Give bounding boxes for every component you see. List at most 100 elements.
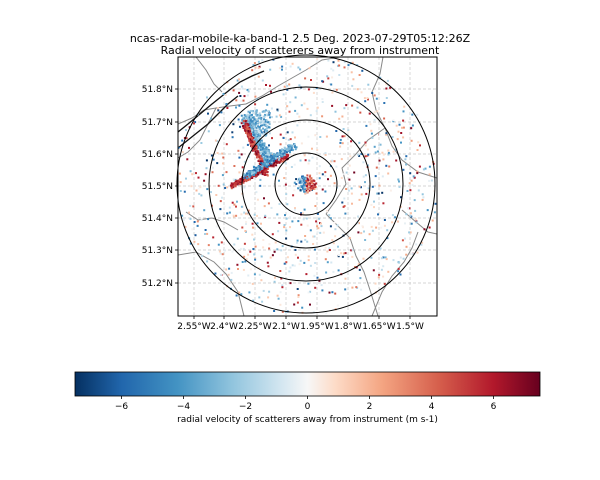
radar-echo xyxy=(279,270,282,272)
radar-echo xyxy=(265,170,268,173)
radar-echo xyxy=(360,91,363,94)
radar-echo xyxy=(348,237,351,240)
radar-echo xyxy=(268,112,271,115)
radar-echo xyxy=(289,226,291,229)
radar-echo xyxy=(373,200,375,203)
radar-echo xyxy=(259,160,262,163)
radar-echo xyxy=(410,222,413,225)
map-ticks xyxy=(175,88,411,319)
radar-echo xyxy=(293,189,296,192)
latitude-labels: 51.8°N 51.7°N 51.6°N 51.5°N 51.4°N 51.3°N 51.2… xyxy=(142,85,173,289)
radar-echo xyxy=(300,212,303,214)
radar-echo xyxy=(274,162,277,165)
radar-echo xyxy=(299,159,302,162)
radar-echo xyxy=(254,95,257,98)
radar-echo xyxy=(258,128,261,131)
radar-echo xyxy=(340,176,343,179)
radar-echo xyxy=(264,214,267,217)
radar-echo xyxy=(306,240,309,243)
radar-echo xyxy=(264,151,267,153)
radar-echo xyxy=(326,261,329,264)
county-border xyxy=(245,57,341,105)
radar-echo xyxy=(194,121,197,124)
county-border xyxy=(185,211,239,231)
radar-echo xyxy=(313,180,316,182)
radar-echo xyxy=(260,158,263,161)
radar-echo xyxy=(259,151,262,154)
radar-echo xyxy=(281,284,284,287)
radar-echo xyxy=(276,213,279,216)
radar-echo xyxy=(260,144,263,147)
radar-echo xyxy=(409,231,412,234)
radar-echo xyxy=(318,177,321,180)
radar-echo xyxy=(252,137,255,139)
radar-echo xyxy=(268,113,271,116)
radar-echo xyxy=(409,189,412,192)
radar-echo xyxy=(314,262,317,264)
radar-echo xyxy=(299,68,302,71)
radar-echo xyxy=(320,86,323,89)
radar-echo xyxy=(406,190,409,192)
radar-echo xyxy=(294,208,296,211)
radar-echo xyxy=(328,83,331,86)
radar-echo xyxy=(205,159,208,162)
radar-echo xyxy=(324,153,327,156)
radar-echo xyxy=(290,145,293,148)
radar-echo xyxy=(364,100,367,103)
radar-echo xyxy=(306,107,309,110)
radar-echo xyxy=(321,80,324,83)
radar-echo xyxy=(305,217,308,220)
radar-echo xyxy=(246,143,249,146)
radar-echo xyxy=(395,159,398,162)
radar-echo xyxy=(230,271,233,274)
radar-echo xyxy=(273,310,276,312)
radar-echo xyxy=(314,134,317,137)
radar-echo xyxy=(355,266,358,269)
radar-echo xyxy=(336,224,339,227)
radar-echo xyxy=(258,133,261,136)
radar-echo xyxy=(340,252,343,255)
lat-tick-label: 51.6°N xyxy=(142,150,173,160)
radar-echo xyxy=(316,276,319,279)
radar-echo xyxy=(421,241,424,244)
radar-echo xyxy=(277,158,280,161)
radar-echo xyxy=(358,74,361,76)
radar-echo xyxy=(257,117,260,120)
radar-echo xyxy=(253,140,256,143)
radar-echo xyxy=(364,144,367,147)
radar-echo xyxy=(244,174,247,177)
radar-echo xyxy=(366,97,369,100)
radar-echo xyxy=(282,137,285,139)
radar-echo xyxy=(239,177,242,180)
radar-echo xyxy=(233,182,236,184)
radar-echo xyxy=(283,154,286,157)
radar-echo xyxy=(338,64,341,67)
radar-echo xyxy=(244,230,247,232)
radar-echo xyxy=(283,158,286,161)
radar-echo xyxy=(292,194,295,197)
radar-echo xyxy=(236,263,239,266)
radar-echo xyxy=(218,124,221,127)
lon-tick-label: 1.65°W xyxy=(362,322,396,332)
radar-echo xyxy=(422,196,425,199)
radar-echo xyxy=(257,173,260,176)
radar-echo xyxy=(333,222,336,224)
radar-echo xyxy=(342,128,345,130)
radar-echo xyxy=(240,100,243,103)
radar-echo xyxy=(251,222,254,225)
radar-echo xyxy=(250,116,252,119)
radar-echo xyxy=(307,88,310,91)
radar-echo xyxy=(297,296,300,298)
radar-echo xyxy=(269,256,272,259)
radar-echo xyxy=(254,103,257,106)
radar-echo xyxy=(199,186,202,189)
radar-echo xyxy=(206,232,209,235)
radar-echo xyxy=(232,178,235,181)
radar-echo xyxy=(244,260,247,263)
radar-echo xyxy=(345,188,348,190)
radar-echo xyxy=(357,263,360,266)
radar-echo xyxy=(297,220,300,223)
radar-echo xyxy=(389,86,392,89)
radar-echo xyxy=(337,59,340,62)
radar-echo xyxy=(350,140,353,143)
